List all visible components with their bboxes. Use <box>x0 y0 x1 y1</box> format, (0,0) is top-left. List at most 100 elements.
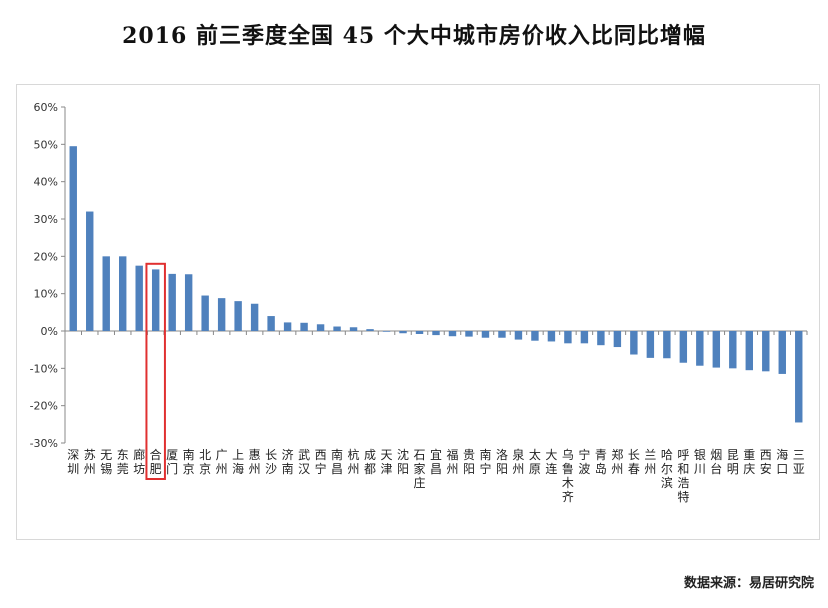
bar-福州 <box>448 331 457 337</box>
x-tick-label: 石家庄 <box>414 448 426 490</box>
bar-银川 <box>696 331 704 366</box>
x-tick-label: 廊坊 <box>133 447 145 476</box>
x-tick-label: 昆明 <box>727 448 739 476</box>
x-tick-label: 乌鲁木齐 <box>562 447 574 504</box>
bar-宁波 <box>580 331 589 344</box>
bar-贵阳 <box>465 331 473 337</box>
bar-青岛 <box>597 331 605 346</box>
bar-乌鲁木齐 <box>564 331 572 344</box>
bar-广州 <box>217 298 226 331</box>
y-tick-label: 30% <box>34 213 58 226</box>
bar-昆明 <box>729 331 737 369</box>
bar-上海 <box>234 301 242 331</box>
bar-天津 <box>382 331 391 332</box>
bars <box>69 146 803 480</box>
bar-无锡 <box>102 256 110 331</box>
chart-title: 2016 前三季度全国 45 个大中城市房价收入比同比增幅 <box>122 23 706 49</box>
bar-深圳 <box>69 146 77 331</box>
x-tick-label: 大连 <box>545 448 557 476</box>
bar-长沙 <box>267 316 275 331</box>
bar-南京 <box>184 274 193 331</box>
x-tick-label: 沈阳 <box>397 447 409 476</box>
bar-三亚 <box>795 331 803 423</box>
x-tick-label: 上海 <box>232 448 244 476</box>
bar-北京 <box>201 295 209 331</box>
x-tick-label: 厦门 <box>166 448 178 476</box>
bar-南昌 <box>333 326 341 331</box>
x-tick-label: 武汉 <box>298 448 310 476</box>
x-axis-labels: 深圳苏州无锡东莞廊坊合肥厦门南京北京广州上海惠州长沙济南武汉西宁南昌杭州成都天津… <box>67 447 805 504</box>
x-tick-label: 北京 <box>199 448 211 476</box>
bar-东莞 <box>119 256 127 331</box>
x-tick-label: 深圳 <box>67 448 79 476</box>
bar-成都 <box>366 329 374 331</box>
x-tick-label: 济南 <box>282 447 294 476</box>
y-tick-label: 40% <box>34 176 58 189</box>
bar-烟台 <box>712 331 721 368</box>
chart-frame: -30% -20% -10% 0% 10% 20% 30% 40% 50% 60% 深圳 苏州 无锡东… <box>16 84 820 540</box>
bar-沈阳 <box>399 331 407 334</box>
bar-合肥 <box>151 269 160 331</box>
source-note: 数据来源：易居研究院 <box>683 576 814 591</box>
bar-chart: -30% -20% -10% 0% 10% 20% 30% 40% 50% 60% 深圳苏州无锡东… <box>30 101 808 504</box>
x-tick-label: 贵阳 <box>463 448 475 476</box>
bar-廊坊 <box>135 265 143 331</box>
bar-武汉 <box>300 322 308 331</box>
x-tick-label: 杭州 <box>348 447 360 476</box>
bar-洛阳 <box>498 331 506 338</box>
x-tick-label: 洛阳 <box>496 447 508 476</box>
x-tick-label: 呼和浩特 <box>677 448 689 504</box>
x-tick-label: 海口 <box>776 447 788 476</box>
y-tick-label: -10% <box>30 362 58 375</box>
y-tick-label: 50% <box>34 138 58 151</box>
bar-呼和浩特 <box>679 331 688 363</box>
highlight-box <box>145 262 166 480</box>
y-tick-label: 10% <box>34 288 58 301</box>
x-tick-label: 无锡 <box>100 448 112 476</box>
x-tick-label: 宜昌 <box>430 447 442 476</box>
x-tick-label: 西宁 <box>315 448 327 476</box>
y-axis: -30% -20% -10% 0% 10% 20% 30% 40% 50% 60% <box>30 101 808 450</box>
bar-南宁 <box>481 331 490 338</box>
x-tick-label: 南宁 <box>479 447 491 476</box>
x-tick-label: 三亚 <box>793 448 805 476</box>
x-tick-label: 郑州 <box>611 447 623 476</box>
bar-海口 <box>778 331 786 374</box>
x-tick-label: 天津 <box>381 448 393 476</box>
y-tick-label: 60% <box>34 101 58 114</box>
bar-哈尔滨 <box>663 331 671 359</box>
bar-厦门 <box>168 273 176 331</box>
x-tick-label: 成都 <box>364 448 376 476</box>
bar-大连 <box>547 331 556 342</box>
x-tick-label: 合肥 <box>150 447 162 476</box>
x-tick-label: 太原 <box>529 447 541 476</box>
bar-苏州 <box>86 211 94 331</box>
bar-惠州 <box>250 303 259 331</box>
x-tick-label: 青岛 <box>595 448 607 476</box>
bar-泉州 <box>514 331 523 340</box>
x-tick-label: 烟台 <box>710 448 722 476</box>
bar-太原 <box>531 331 539 341</box>
x-tick-label: 长沙 <box>265 448 277 476</box>
y-tick-label: 0% <box>41 325 58 338</box>
x-tick-label: 苏州 <box>84 448 96 476</box>
x-tick-label: 哈尔滨 <box>661 448 673 490</box>
bar-济南 <box>283 322 292 331</box>
x-tick-label: 长春 <box>628 448 640 476</box>
bar-郑州 <box>613 331 622 348</box>
bar-西宁 <box>316 324 325 331</box>
x-tick-label: 宁波 <box>578 447 590 476</box>
x-tick-label: 东莞 <box>117 448 129 476</box>
x-tick-label: 南京 <box>183 447 195 476</box>
bar-宜昌 <box>432 331 440 336</box>
x-tick-label: 广州 <box>216 448 228 476</box>
y-tick-label: -30% <box>30 437 58 450</box>
bar-重庆 <box>745 331 753 371</box>
x-tick-label: 兰州 <box>644 448 656 476</box>
x-tick-label: 重庆 <box>743 448 755 476</box>
x-tick-label: 西安 <box>760 448 772 476</box>
y-tick-label: 20% <box>34 250 58 263</box>
x-tick-label: 南昌 <box>331 447 343 476</box>
bar-长春 <box>630 331 638 355</box>
x-tick-label: 银川 <box>694 448 706 476</box>
